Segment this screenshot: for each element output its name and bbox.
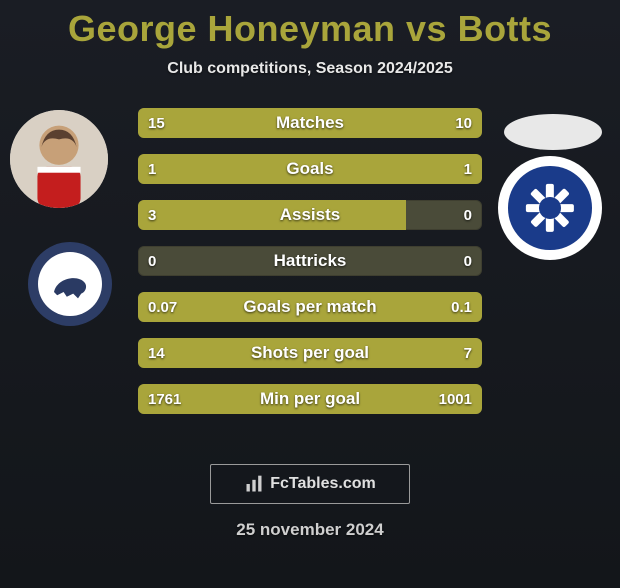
chart-icon xyxy=(244,474,264,494)
club-right-crest xyxy=(498,156,602,260)
stat-row: 0.070.1Goals per match xyxy=(138,292,482,322)
stat-value-left: 1 xyxy=(148,154,156,184)
stat-row: 11Goals xyxy=(138,154,482,184)
stat-row: 17611001Min per goal xyxy=(138,384,482,414)
avatar-placeholder-icon xyxy=(10,110,108,208)
stat-value-right: 1 xyxy=(464,154,472,184)
stat-row: 1510Matches xyxy=(138,108,482,138)
stat-value-left: 0 xyxy=(148,246,156,276)
stat-label: Hattricks xyxy=(138,246,482,276)
stat-value-left: 15 xyxy=(148,108,165,138)
player-left-avatar xyxy=(10,110,108,208)
stat-bars: 1510Matches11Goals30Assists00Hattricks0.… xyxy=(138,108,482,430)
club-left-crest xyxy=(28,242,112,326)
stat-row: 30Assists xyxy=(138,200,482,230)
stat-value-right: 1001 xyxy=(439,384,472,414)
stat-value-right: 0.1 xyxy=(451,292,472,322)
crescent-icon xyxy=(540,198,560,218)
stat-bar-right xyxy=(310,154,482,184)
stat-value-left: 1761 xyxy=(148,384,181,414)
stat-bar-left xyxy=(138,154,310,184)
stat-row: 0 0Hattricks xyxy=(138,246,482,276)
stat-bar-left xyxy=(138,200,406,230)
stat-value-right: 10 xyxy=(455,108,472,138)
stat-value-right: 0 xyxy=(464,200,472,230)
subtitle: Club competitions, Season 2024/2025 xyxy=(0,60,620,78)
player-right-badge xyxy=(504,114,602,150)
stat-bar-left xyxy=(138,338,368,368)
stat-value-right: 7 xyxy=(464,338,472,368)
stat-row: 147Shots per goal xyxy=(138,338,482,368)
footer-brand[interactable]: FcTables.com xyxy=(210,464,410,504)
stat-value-right: 0 xyxy=(464,246,472,276)
footer-brand-label: FcTables.com xyxy=(270,475,376,493)
lion-icon xyxy=(46,260,94,308)
date-label: 25 november 2024 xyxy=(0,520,620,540)
stat-value-left: 14 xyxy=(148,338,165,368)
stat-bar-left xyxy=(138,108,344,138)
stat-value-left: 0.07 xyxy=(148,292,177,322)
page-title: George Honeyman vs Botts xyxy=(0,8,620,50)
stat-value-left: 3 xyxy=(148,200,156,230)
